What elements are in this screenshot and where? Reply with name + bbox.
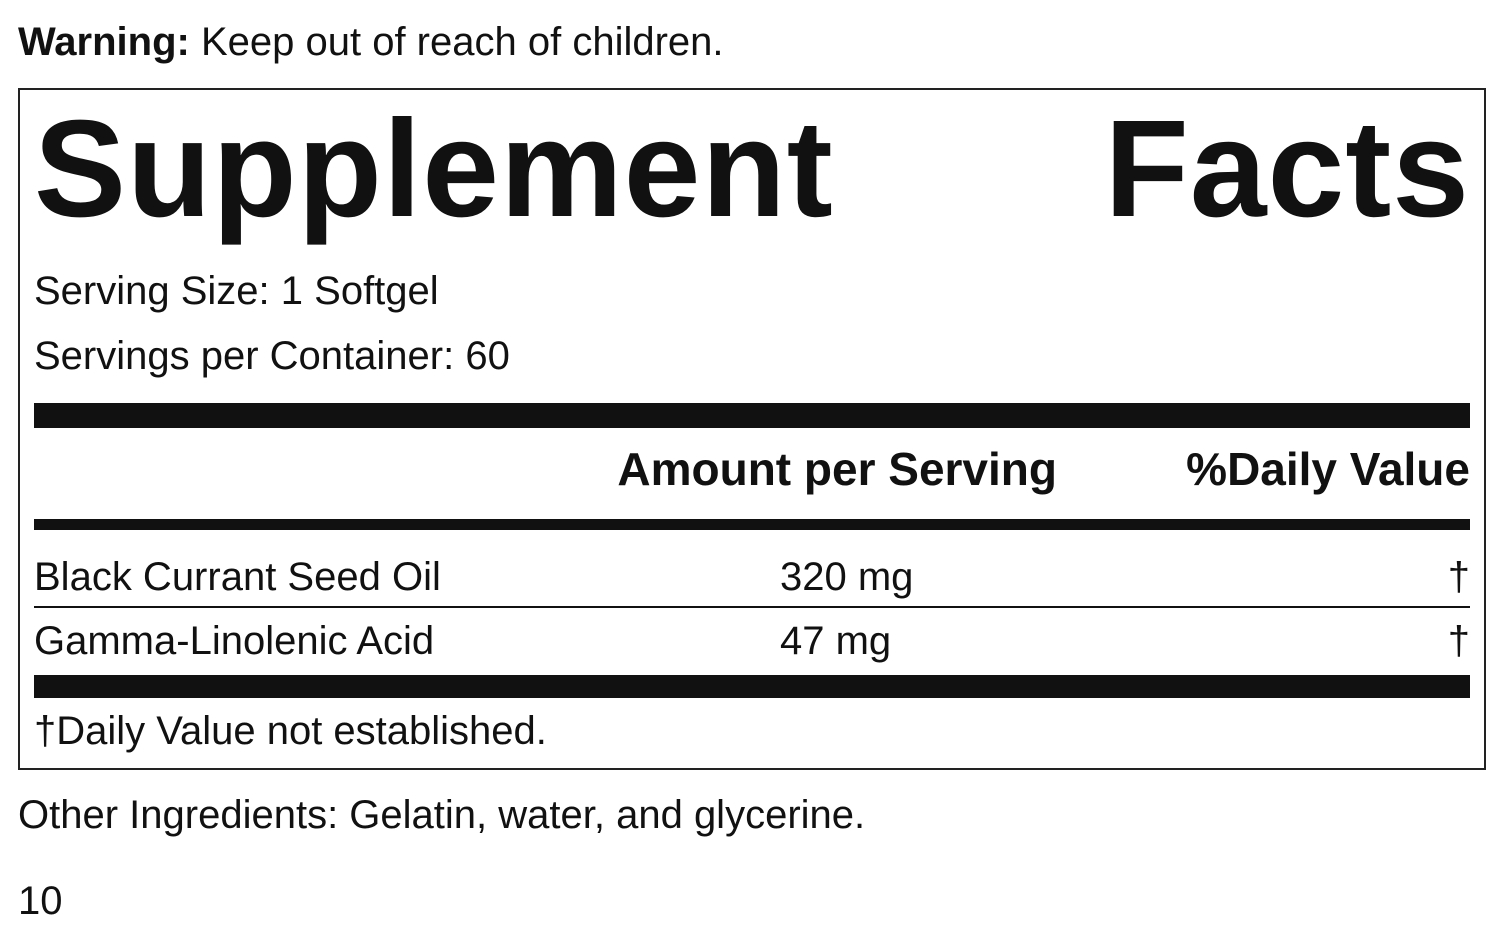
thick-rule xyxy=(34,403,1470,428)
thick-rule xyxy=(34,675,1470,698)
row-daily-value: † xyxy=(1447,619,1470,663)
warning-label: Warning: xyxy=(18,20,190,64)
row-name: Gamma-Linolenic Acid xyxy=(34,619,435,663)
footnote: †Daily Value not established. xyxy=(34,709,547,753)
serving-size: Serving Size: 1 Softgel xyxy=(34,269,439,313)
facts-panel xyxy=(18,88,1486,770)
page-number: 10 xyxy=(18,879,63,923)
medium-rule xyxy=(34,519,1470,530)
warning-text: Keep out of reach of children. xyxy=(200,20,724,64)
header-daily-value: %Daily Value xyxy=(1186,443,1470,495)
other-ingredients: Other Ingredients: Gelatin, water, and g… xyxy=(18,793,866,837)
warning: Warning: Keep out of reach of children. xyxy=(18,22,724,62)
row-amount: 47 mg xyxy=(780,619,892,663)
servings-per-container: Servings per Container: 60 xyxy=(34,334,510,378)
header-amount: Amount per Serving xyxy=(617,443,1057,495)
panel-title: Supplement Facts xyxy=(34,92,1470,246)
row-amount: 320 mg xyxy=(780,555,914,599)
row-daily-value: † xyxy=(1447,555,1470,599)
thin-rule xyxy=(34,606,1470,608)
row-name: Black Currant Seed Oil xyxy=(34,555,441,599)
